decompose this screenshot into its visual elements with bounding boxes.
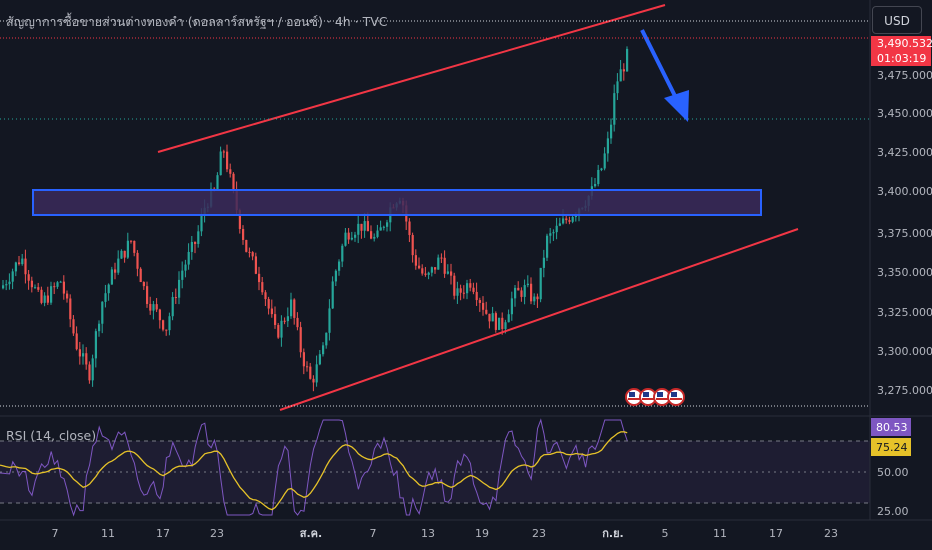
economic-events[interactable] xyxy=(625,388,685,406)
time-tick: 23 xyxy=(210,527,224,540)
price-tick: 3,450.000 xyxy=(877,107,932,120)
bar-countdown: 01:03:19 xyxy=(877,52,926,65)
time-tick: 7 xyxy=(370,527,377,540)
last-price-value: 3,490.532 xyxy=(877,37,932,50)
rsi-ma-line xyxy=(0,431,628,511)
last-price-badge xyxy=(871,36,931,66)
time-tick: 11 xyxy=(101,527,115,540)
upper-channel-line[interactable] xyxy=(157,4,666,153)
time-tick-month: ส.ค. xyxy=(300,527,322,540)
chart-title: สัญญาการซื้อขายส่วนต่างทองคำ (ดอลลาร์สหร… xyxy=(6,14,388,29)
rsi-line xyxy=(0,418,628,517)
time-tick-month: ก.ย. xyxy=(602,527,623,540)
time-tick: 19 xyxy=(475,527,489,540)
price-tick: 3,475.000 xyxy=(877,69,932,82)
rsi-tick: 25.00 xyxy=(877,505,909,518)
time-tick: 17 xyxy=(769,527,783,540)
price-tick: 3,275.000 xyxy=(877,384,932,397)
time-tick: 7 xyxy=(52,527,59,540)
price-tick: 3,350.000 xyxy=(877,266,932,279)
price-axis[interactable]: 3,475.000 3,450.000 3,425.000 3,400.000 … xyxy=(869,0,932,520)
currency-button[interactable]: USD xyxy=(872,6,922,34)
time-tick: 23 xyxy=(824,527,838,540)
resistance-zone-rectangle[interactable] xyxy=(32,189,762,216)
time-tick: 5 xyxy=(662,527,669,540)
price-tick: 3,300.000 xyxy=(877,345,932,358)
price-tick: 3,375.000 xyxy=(877,227,932,240)
rsi-value: 80.53 xyxy=(876,421,908,434)
rsi-ma-value: 75.24 xyxy=(876,441,908,454)
price-tick: 3,325.000 xyxy=(877,306,932,319)
rsi-indicator-label[interactable]: RSI (14, close) xyxy=(6,428,97,443)
time-axis[interactable]: 7 11 17 23 ส.ค. 7 13 19 23 ก.ย. 5 11 17 … xyxy=(0,519,932,540)
rsi-value-badge xyxy=(871,418,911,436)
time-tick: 13 xyxy=(421,527,435,540)
down-arrow-icon[interactable] xyxy=(640,29,689,122)
time-tick: 11 xyxy=(713,527,727,540)
time-tick: 17 xyxy=(156,527,170,540)
candlestick-series xyxy=(2,46,629,392)
us-flag-event-icon[interactable] xyxy=(667,388,685,406)
us-flag-event-icon[interactable] xyxy=(653,388,671,406)
time-tick: 23 xyxy=(532,527,546,540)
lower-channel-line[interactable] xyxy=(279,228,799,411)
price-tick: 3,400.000 xyxy=(877,185,932,198)
rsi-tick: 50.00 xyxy=(877,466,909,479)
price-tick: 3,425.000 xyxy=(877,146,932,159)
rsi-ma-value-badge xyxy=(871,438,911,456)
